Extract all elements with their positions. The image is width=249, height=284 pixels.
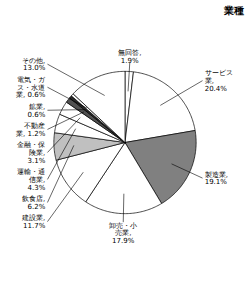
- svg-text:製造業,19.1%: 製造業,19.1%: [205, 171, 228, 187]
- svg-text:電気・ガス・水道業, 0.6%: 電気・ガス・水道業, 0.6%: [16, 76, 46, 99]
- svg-text:業種: 業種: [223, 5, 244, 16]
- svg-text:無回答,1.9%: 無回答,1.9%: [118, 49, 141, 65]
- svg-text:飲食店,6.2%: 飲食店,6.2%: [22, 195, 46, 211]
- svg-text:その他,13.0%: その他,13.0%: [22, 57, 46, 73]
- svg-text:卸売・小売業,17.9%: 卸売・小売業,17.9%: [109, 222, 137, 245]
- svg-text:建設業,11.7%: 建設業,11.7%: [21, 214, 46, 230]
- svg-text:不動産業, 1.2%: 不動産業, 1.2%: [16, 122, 46, 138]
- svg-text:鉱業,0.6%: 鉱業,0.6%: [28, 103, 46, 119]
- svg-text:サービス業,20.4%: サービス業,20.4%: [205, 69, 233, 92]
- svg-text:金融・保険業,3.1%: 金融・保険業,3.1%: [17, 141, 45, 164]
- svg-text:運輸・通信業,4.3%: 運輸・通信業,4.3%: [17, 168, 45, 191]
